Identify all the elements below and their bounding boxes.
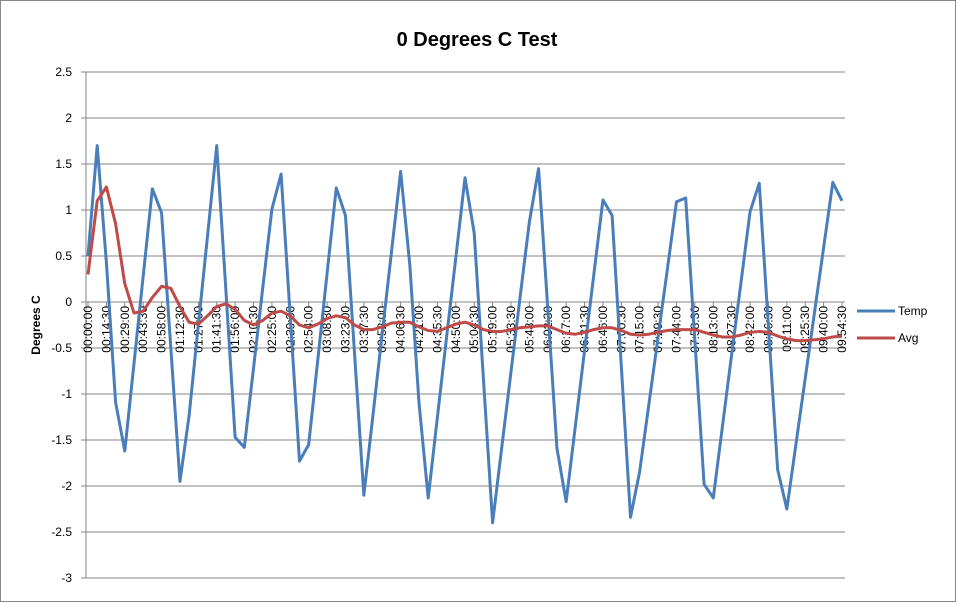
x-tick-label: 07:15:00: [633, 306, 647, 353]
y-tick-label: -3: [61, 571, 72, 585]
y-tick-label: 0: [65, 295, 72, 309]
x-tick-label: 05:04:30: [467, 306, 481, 353]
x-tick-label: 00:58:00: [155, 306, 169, 353]
x-tick-label: 01:56:00: [228, 306, 242, 353]
y-tick-label: 1: [65, 203, 72, 217]
x-tick-label: 05:48:00: [522, 306, 536, 353]
data-line: [86, 185, 843, 343]
y-tick-label: -2.5: [51, 525, 72, 539]
x-tick-label: 09:54:30: [835, 306, 849, 353]
y-axis-label: Degrees C: [29, 295, 43, 355]
chart-title: 0 Degrees C Test: [397, 29, 558, 51]
y-tick-label: 2.5: [55, 65, 72, 79]
y-tick-label: -2: [61, 479, 72, 493]
y-tick-label: -1.5: [51, 433, 72, 447]
y-tick-label: 2: [65, 111, 72, 125]
y-tick-label: 0.5: [55, 249, 72, 263]
x-tick-label: 01:12:30: [173, 306, 187, 353]
y-tick-label: -0.5: [51, 341, 72, 355]
legend-label: Avg: [898, 331, 918, 345]
y-tick-label: -1: [61, 387, 72, 401]
data-line: [86, 144, 844, 525]
x-tick-label: 09:11:00: [780, 306, 794, 352]
x-tick-label: 09:40:00: [817, 306, 831, 353]
x-tick-label: 01:41:30: [210, 306, 224, 353]
x-tick-label: 06:17:00: [559, 306, 573, 353]
x-tick-label: 08:13:00: [706, 306, 720, 353]
y-tick-label: 1.5: [55, 157, 72, 171]
x-tick-label: 08:42:00: [743, 306, 757, 353]
x-tick-label: 04:06:30: [394, 306, 408, 353]
x-tick-label: 05:19:00: [486, 306, 500, 353]
x-tick-label: 04:50:00: [449, 306, 463, 353]
x-tick-label: 04:35:30: [430, 306, 444, 353]
x-tick-label: 00:29:00: [118, 306, 132, 353]
legend-label: Temp: [898, 304, 928, 318]
x-tick-label: 00:00:00: [81, 306, 95, 353]
